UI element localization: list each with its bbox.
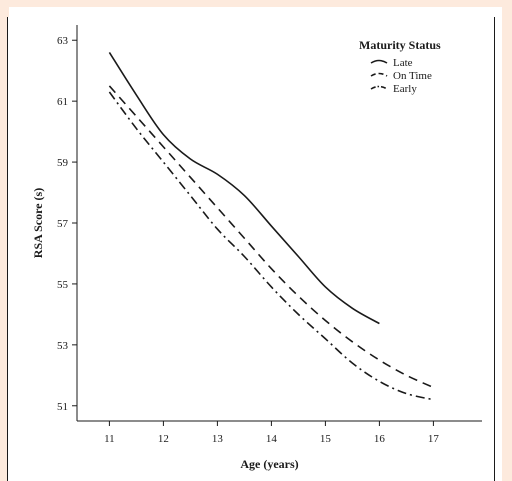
y-tick-label: 59 — [57, 157, 69, 169]
y-tick-label: 55 — [57, 279, 69, 291]
legend-swatch — [370, 59, 388, 64]
x-tick-label: 14 — [266, 433, 278, 445]
legend-label: On Time — [393, 70, 432, 82]
legend-label: Early — [393, 83, 417, 95]
series-line-on-time — [108, 85, 434, 389]
x-tick-label: 12 — [158, 433, 169, 445]
x-tick-label: 11 — [104, 433, 115, 445]
series-line-early — [108, 91, 434, 401]
chart-panel: 51 53 55 57 59 61 63 11 12 13 14 15 16 17 Age (years) R… — [7, 17, 495, 481]
axes: 51 53 55 57 59 61 63 11 12 13 14 15 16 17 Age (years) R… — [31, 25, 482, 471]
line-chart: 51 53 55 57 59 61 63 11 12 13 14 15 16 17 Age (years) R… — [31, 25, 482, 471]
legend-swatch — [370, 85, 388, 90]
y-tick-label: 53 — [57, 340, 69, 352]
y-tick-label: 61 — [57, 96, 68, 108]
legend-swatch — [370, 72, 388, 77]
legend-title: Maturity Status — [359, 38, 441, 52]
legend-item: Early — [370, 83, 417, 95]
y-axis-label: RSA Score (s) — [31, 188, 45, 258]
legend-label: Late — [393, 57, 413, 69]
series-line-late — [108, 51, 380, 325]
y-tick-label: 63 — [57, 35, 69, 47]
x-axis-label: Age (years) — [240, 457, 298, 471]
x-tick-label: 13 — [212, 433, 224, 445]
x-tick-label: 16 — [374, 433, 386, 445]
legend-item: On Time — [370, 70, 432, 82]
y-tick-label: 51 — [57, 401, 68, 413]
x-tick-label: 17 — [428, 433, 440, 445]
x-tick-label: 15 — [320, 433, 332, 445]
series-lines — [108, 51, 434, 401]
legend-item: Late — [370, 57, 413, 69]
y-tick-label: 57 — [57, 218, 69, 230]
